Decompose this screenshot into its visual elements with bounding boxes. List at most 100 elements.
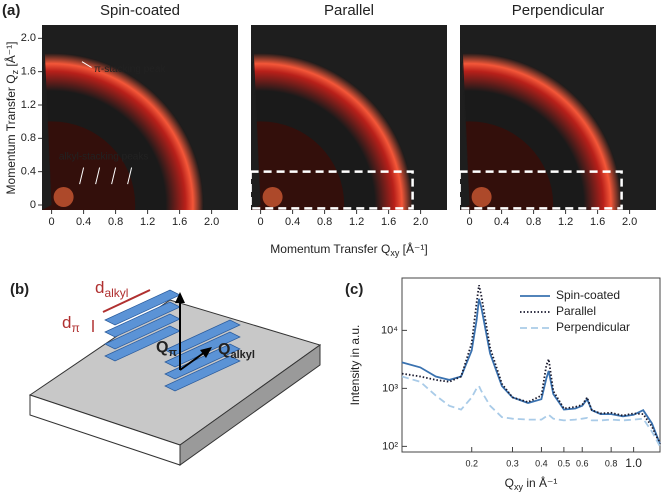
y-tick-label: 1.6 xyxy=(21,66,36,78)
label-unit: in Å⁻¹ xyxy=(523,475,557,490)
x-tick-label: 1.2 xyxy=(140,216,155,228)
d-alkyl-sub: alkyl xyxy=(104,286,128,300)
missing-wedge xyxy=(460,25,470,205)
annotation: π-stacking peak xyxy=(94,64,166,75)
horizon-wedge xyxy=(42,25,52,210)
y-tick-label: 2.0 xyxy=(21,32,36,44)
stacks xyxy=(104,289,241,392)
series-line xyxy=(401,298,661,445)
highlight-box xyxy=(458,170,623,210)
x-tick-label: 0 xyxy=(258,216,264,228)
q-pi-main: Q xyxy=(156,339,168,356)
label-main: Momentum Transfer Q xyxy=(4,74,18,194)
axis-label: Qxy in Å⁻¹ xyxy=(505,475,558,492)
x-tick-label: 0 xyxy=(49,216,55,228)
legend-label: Perpendicular xyxy=(556,320,630,334)
arrow-q-alkyl xyxy=(179,351,206,371)
q-alkyl: Qalkyl xyxy=(218,341,255,361)
x-tick-label: 0.8 xyxy=(108,216,123,228)
q-alkyl-sub: alkyl xyxy=(230,349,254,361)
label-sub: z xyxy=(10,69,20,74)
low-q-peak xyxy=(471,187,492,207)
low-q-peak xyxy=(53,187,74,207)
x-tick-label: 0.4 xyxy=(285,216,300,228)
x-tick-label: 0.6 xyxy=(576,458,589,468)
y-axis-label: Intensity in a.u. xyxy=(348,325,362,406)
q-alkyl-main: Q xyxy=(218,341,230,358)
missing-wedge xyxy=(42,25,52,205)
panel-label: (b) xyxy=(10,281,29,298)
lamella xyxy=(164,319,241,356)
label-unit: [Å⁻¹] xyxy=(399,241,427,256)
x-tick-label: 2.0 xyxy=(622,216,637,228)
substrate-front xyxy=(179,344,321,466)
x-tick-label: 2.0 xyxy=(204,216,219,228)
annotation-pointer xyxy=(111,167,117,185)
d-alkyl: dalkyl xyxy=(95,278,128,300)
q-pi-sub: π xyxy=(168,347,177,359)
d-pi: dπ xyxy=(62,313,80,335)
annotation-pointer xyxy=(95,167,101,185)
d-pi-sub: π xyxy=(71,321,79,335)
x-tick-label: 0 xyxy=(467,216,473,228)
d-alkyl-main: d xyxy=(95,278,104,297)
x-tick-label: 0.4 xyxy=(535,458,548,468)
y-tick-label: 10³ xyxy=(382,382,398,394)
x-tick-label: 1.0 xyxy=(625,456,642,470)
diagram: dalkyl dπ Qπ Qalkyl (b) xyxy=(10,278,322,466)
label-unit: [Å⁻¹] xyxy=(3,42,18,70)
series-line xyxy=(401,375,661,447)
annotation-pointer xyxy=(79,167,85,185)
panel-label: (c) xyxy=(345,281,363,298)
d-alkyl-arrow xyxy=(102,289,151,313)
x-tick-label: 1.2 xyxy=(349,216,364,228)
y-tick-label: 10⁴ xyxy=(381,324,398,336)
panel-label: (a) xyxy=(2,2,20,19)
label-sub: xy xyxy=(514,482,524,492)
highlight-box xyxy=(249,170,414,210)
label-sub: xy xyxy=(390,248,400,258)
low-q-peak xyxy=(262,187,283,207)
lamella xyxy=(164,343,241,380)
horizon-wedge xyxy=(460,25,470,210)
x-tick-label: 0.3 xyxy=(506,458,519,468)
q-pi: Qπ xyxy=(156,339,177,359)
x-tick-label: 0.2 xyxy=(465,458,478,468)
annotation: alkyl-stacking peaks xyxy=(59,151,148,162)
x-tick-label: 0.5 xyxy=(558,458,571,468)
x-tick-label: 1.6 xyxy=(172,216,187,228)
x-tick-label: 1.2 xyxy=(558,216,573,228)
chart-title: Spin-coated xyxy=(100,2,180,19)
x-tick-label: 1.6 xyxy=(381,216,396,228)
y-tick-label: 0.8 xyxy=(21,132,36,144)
x-tick-label: 2.0 xyxy=(413,216,428,228)
legend-label: Spin-coated xyxy=(556,288,620,302)
annotation-pointer xyxy=(127,167,133,185)
y-tick-label: 0.4 xyxy=(21,166,36,178)
horizon-wedge xyxy=(251,25,261,210)
y-tick-label: 1.2 xyxy=(21,99,36,111)
missing-wedge xyxy=(251,25,261,205)
x-tick-label: 0.8 xyxy=(605,458,618,468)
d-pi-main: d xyxy=(62,313,71,332)
label-main: Momentum Transfer Q xyxy=(270,242,390,256)
x-tick-label: 0.8 xyxy=(317,216,332,228)
lamella xyxy=(164,355,241,392)
chart-title: Perpendicular xyxy=(512,2,605,19)
y-tick-label: 10² xyxy=(382,440,398,452)
annotation-pointer xyxy=(81,61,92,68)
label-main: Q xyxy=(505,476,514,490)
series-line xyxy=(401,285,661,445)
y-tick-label: 0 xyxy=(30,199,36,211)
legend-label: Parallel xyxy=(556,304,596,318)
axis-label: Momentum Transfer Qz [Å⁻¹] xyxy=(3,42,20,195)
chart-title: Parallel xyxy=(324,2,374,19)
arrowhead xyxy=(175,292,185,303)
x-tick-label: 0.4 xyxy=(494,216,509,228)
axis-label: Momentum Transfer Qxy [Å⁻¹] xyxy=(270,241,427,258)
x-tick-label: 0.4 xyxy=(76,216,91,228)
x-tick-label: 1.6 xyxy=(590,216,605,228)
arrowhead xyxy=(200,347,212,358)
plot-frame xyxy=(401,277,661,453)
